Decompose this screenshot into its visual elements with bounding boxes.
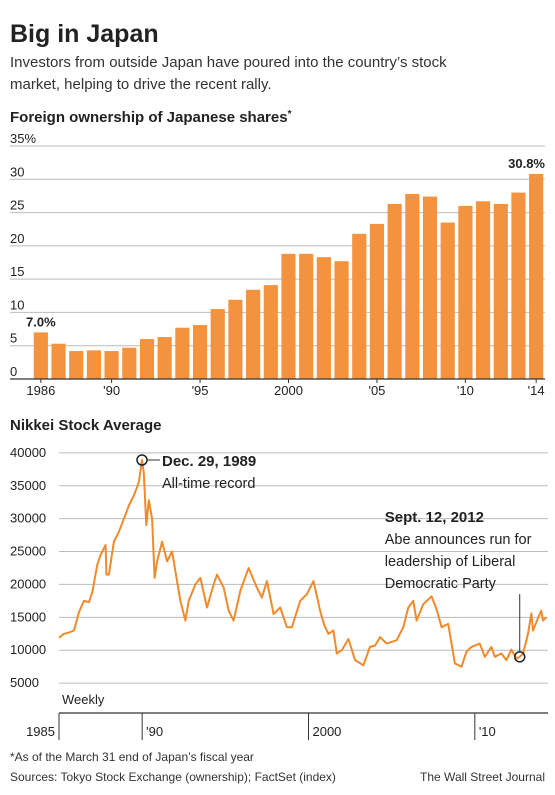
y-tick-label: 15 (10, 264, 24, 279)
y-tick-label: 20000 (10, 576, 46, 591)
x-tick-label: 2000 (312, 724, 341, 739)
bar (104, 351, 119, 379)
x-tick-label: '10 (479, 724, 496, 739)
bar (139, 339, 155, 379)
bar (369, 223, 385, 379)
annotation-label: Dec. 29, 1989 (162, 453, 256, 470)
chart-title-note: * (288, 109, 292, 120)
chart-title-text: Foreign ownership of Japanese shares (10, 109, 288, 126)
bar (511, 192, 526, 379)
x-tick-label: '90 (146, 724, 163, 739)
annotation-text: leadership of Liberal (385, 554, 516, 570)
y-tick-label: 0 (10, 364, 17, 379)
bar (210, 309, 225, 379)
annotation-text: Democratic Party (385, 576, 497, 592)
chart-title: Nikkei Stock Average (10, 417, 161, 434)
annotation-text: Abe announces run for (385, 532, 532, 548)
y-tick-label: 5 (10, 331, 17, 346)
subtitle-line: market, helping to drive the recent rall… (10, 76, 272, 93)
bar (281, 253, 296, 379)
annotation-text: All-time record (162, 476, 255, 492)
subtitle-line: Investors from outside Japan have poured… (10, 54, 447, 71)
bar (86, 350, 101, 379)
bar (192, 325, 208, 379)
bar (352, 233, 367, 379)
bar (246, 289, 261, 379)
chart-title: Foreign ownership of Japanese shares* (10, 109, 292, 126)
line (58, 459, 548, 668)
bar (405, 193, 420, 379)
x-tick-label: '10 (457, 383, 474, 398)
bar (51, 343, 66, 379)
annotation-marker (136, 454, 148, 466)
x-tick-label: 2000 (274, 383, 303, 398)
x-tick-label: '95 (192, 383, 209, 398)
y-tick-label: 5000 (10, 675, 39, 690)
bar (316, 257, 331, 379)
bar (493, 203, 508, 379)
bar (299, 253, 314, 379)
y-tick-label: 25 (10, 198, 24, 213)
bar (228, 299, 243, 379)
y-tick-label: 10 (10, 297, 24, 312)
bar (387, 203, 402, 379)
x-tick-label: 1986 (26, 383, 55, 398)
y-tick-label: 40000 (10, 445, 46, 460)
series-label: Weekly (62, 692, 105, 707)
y-tick-label: 35000 (10, 478, 46, 493)
y-tick-label: 25000 (10, 544, 46, 559)
bar (476, 201, 491, 379)
bar (175, 327, 190, 379)
x-tick-label: '90 (103, 383, 120, 398)
y-tick-label: 20 (10, 231, 24, 246)
sources: Sources: Tokyo Stock Exchange (ownership… (10, 770, 336, 784)
credit: The Wall Street Journal (420, 770, 545, 784)
title: Big in Japan (10, 20, 159, 48)
bar (458, 205, 473, 379)
bar (422, 196, 438, 379)
y-tick-label: 35% (10, 131, 36, 146)
bar (334, 261, 349, 379)
x-tick-label: '14 (528, 383, 545, 398)
x-tick-label: 1985 (26, 724, 55, 739)
footnote: *As of the March 31 end of Japan’s fisca… (10, 750, 254, 764)
y-tick-label: 30000 (10, 511, 46, 526)
x-tick-label: '05 (368, 383, 385, 398)
y-tick-label: 15000 (10, 609, 46, 624)
bar (529, 173, 544, 379)
y-tick-label: 30 (10, 164, 24, 179)
bar (440, 222, 455, 379)
bar (69, 351, 84, 379)
bar (33, 332, 48, 379)
value-label: 30.8% (508, 156, 545, 171)
bar (263, 285, 278, 379)
annotation-label: Sept. 12, 2012 (385, 509, 484, 526)
bar (122, 347, 137, 379)
y-tick-label: 10000 (10, 642, 46, 657)
annotation-marker (513, 651, 526, 663)
bar (157, 337, 172, 379)
value-label: 7.0% (26, 314, 56, 329)
